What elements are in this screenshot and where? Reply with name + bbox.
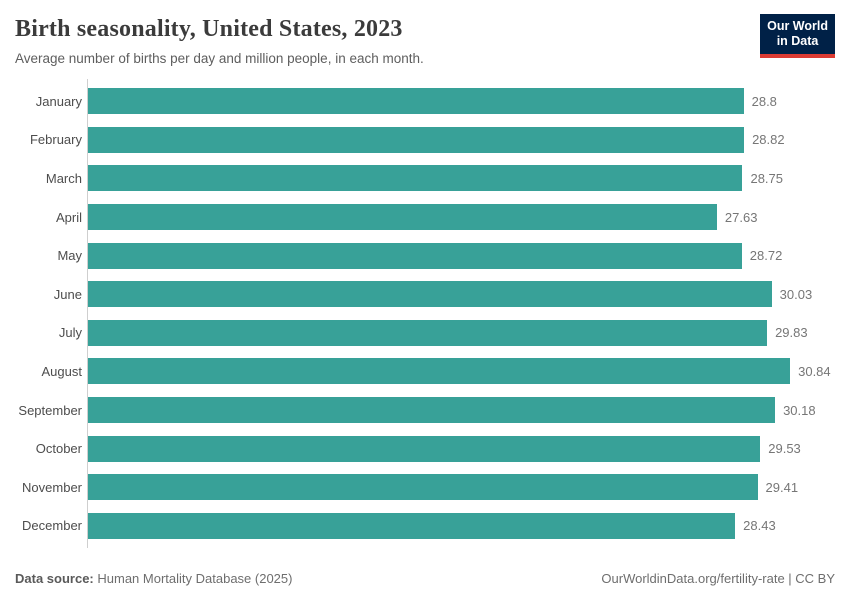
value-label: 28.75	[750, 170, 784, 186]
bar-track: 30.84	[87, 352, 835, 391]
bar-march[interactable]	[87, 165, 743, 192]
bar-november[interactable]	[87, 474, 758, 501]
chart-rows: January 28.8 February 28.82 March 28.75 April 2…	[15, 82, 835, 545]
owid-url-link[interactable]: OurWorldinData.org/fertility-rate | CC B…	[601, 571, 835, 586]
chart-row: June 30.03	[15, 275, 835, 314]
bar-may[interactable]	[87, 242, 742, 269]
owid-logo-line2: in Data	[776, 34, 819, 49]
value-label: 28.43	[743, 518, 776, 534]
bar-july[interactable]	[87, 319, 768, 346]
bar-february[interactable]	[87, 126, 745, 153]
chart-titles: Birth seasonality, United States, 2023 A…	[15, 14, 424, 66]
value-label: 30.03	[779, 286, 813, 302]
chart-header: Birth seasonality, United States, 2023 A…	[15, 14, 835, 66]
bar-track: 28.72	[87, 236, 835, 275]
data-source-label: Data source:	[15, 571, 94, 586]
bar-track: 30.18	[87, 391, 835, 430]
value-label: 29.41	[765, 479, 799, 495]
chart-row: October 29.53	[15, 429, 835, 468]
value-label: 30.18	[783, 402, 816, 418]
month-label: February	[29, 132, 82, 148]
value-label: 28.8	[751, 93, 777, 109]
bar-april[interactable]	[87, 204, 717, 231]
bar-track: 29.83	[87, 314, 835, 353]
data-source-text: Human Mortality Database (2025)	[97, 571, 293, 586]
bar-december[interactable]	[87, 512, 736, 539]
bar-track: 30.03	[87, 275, 835, 314]
month-label: September	[18, 402, 82, 418]
chart-row: August 30.84	[15, 352, 835, 391]
month-label: November	[22, 479, 82, 495]
bar-august[interactable]	[87, 358, 791, 385]
month-label: May	[57, 248, 82, 264]
chart-subtitle: Average number of births per day and mil…	[15, 51, 424, 66]
chart-row: November 29.41	[15, 468, 835, 507]
month-label: July	[58, 325, 82, 341]
chart-row: May 28.72	[15, 236, 835, 275]
bar-track: 28.8	[87, 82, 835, 121]
chart-row: September 30.18	[15, 391, 835, 430]
bar-chart: January 28.8 February 28.82 March 28.75 April 2…	[15, 79, 835, 549]
bar-track: 28.82	[87, 121, 835, 160]
bar-june[interactable]	[87, 281, 772, 308]
month-label: August	[41, 363, 82, 379]
month-label: June	[53, 286, 82, 302]
month-label: March	[45, 170, 82, 186]
owid-logo[interactable]: Our World in Data	[760, 14, 835, 58]
chart-row: March 28.75	[15, 159, 835, 198]
chart-footer: Data source: Human Mortality Database (2…	[15, 571, 835, 586]
chart-row: July 29.83	[15, 314, 835, 353]
value-label: 28.72	[749, 248, 783, 264]
value-label: 29.53	[768, 441, 801, 457]
bar-january[interactable]	[87, 88, 744, 115]
chart-row: January 28.8	[15, 82, 835, 121]
bar-october[interactable]	[87, 435, 761, 462]
bar-track: 28.43	[87, 507, 835, 546]
month-label: October	[35, 441, 82, 457]
value-label: 29.83	[775, 325, 808, 341]
y-axis-line	[87, 79, 88, 549]
value-label: 27.63	[724, 209, 758, 225]
page-title: Birth seasonality, United States, 2023	[15, 16, 403, 42]
month-label: April	[55, 209, 82, 225]
month-label: January	[35, 93, 82, 109]
chart-row: April 27.63	[15, 198, 835, 237]
month-label: December	[22, 518, 82, 534]
value-label: 30.84	[798, 363, 831, 379]
bar-track: 27.63	[87, 198, 835, 237]
value-label: 28.82	[752, 132, 785, 148]
bar-track: 28.75	[87, 159, 835, 198]
chart-row: December 28.43	[15, 507, 835, 546]
bar-track: 29.53	[87, 429, 835, 468]
chart-row: February 28.82	[15, 121, 835, 160]
bar-september[interactable]	[87, 397, 776, 424]
bar-track: 29.41	[87, 468, 835, 507]
data-source: Data source: Human Mortality Database (2…	[15, 571, 292, 586]
owid-logo-line1: Our World	[767, 19, 828, 33]
